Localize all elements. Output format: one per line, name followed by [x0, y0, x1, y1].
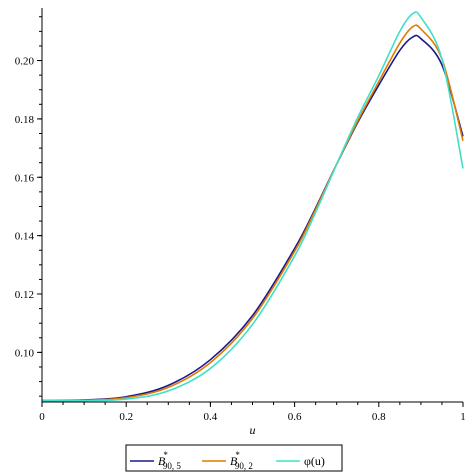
x-tick-label: 0.2 [119, 411, 133, 423]
x-tick-label: 1 [460, 411, 466, 423]
legend: B* 90, 5 B* 90, 2 φ(u) [125, 444, 343, 472]
legend-label-3: φ(u) [304, 454, 325, 468]
x-tick-label: 0.6 [288, 411, 302, 423]
x-axis: 0 0.2 0.4 0.6 0.8 1 [39, 401, 466, 423]
series-line-1 [41, 34, 464, 402]
legend-label-1: B* 90, 5 [158, 450, 181, 471]
y-tick-label: 0.12 [15, 289, 34, 301]
series-line-2 [41, 24, 464, 402]
y-tick-label: 0.20 [15, 56, 35, 68]
x-tick-label: 0.4 [204, 411, 218, 423]
x-axis-label: u [250, 423, 256, 437]
y-tick-label: 0.18 [15, 114, 35, 126]
x-tick-label: 0 [39, 411, 45, 423]
y-tick-label: 0.16 [15, 172, 35, 184]
y-tick-label: 0.14 [15, 231, 35, 243]
legend-label-2: B* 90, 2 [230, 450, 253, 471]
y-axis: 0.10 0.12 0.14 0.16 0.18 0.20 [15, 8, 43, 402]
plot-area [41, 11, 464, 402]
series-line-3 [41, 11, 464, 402]
legend-box [125, 444, 343, 472]
x-tick-label: 0.8 [372, 411, 386, 423]
y-tick-label: 0.10 [15, 347, 35, 359]
